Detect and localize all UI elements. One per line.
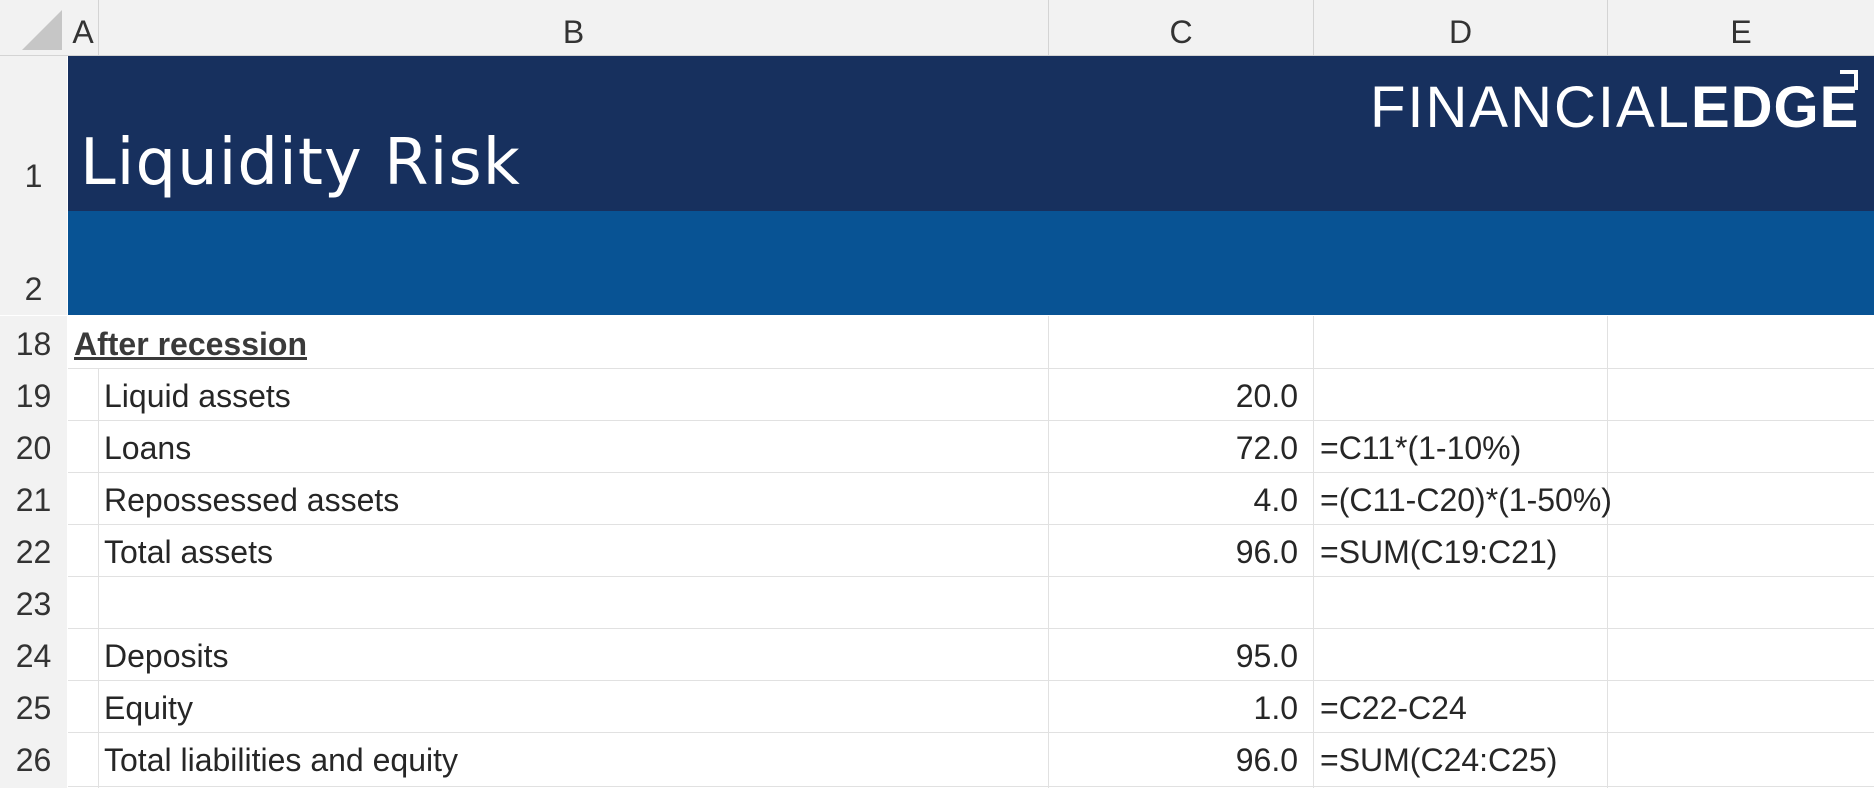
cell-d22[interactable]: =SUM(C19:C21) xyxy=(1320,534,1558,570)
row-header-1[interactable]: 1 xyxy=(0,56,67,211)
cell-d21[interactable]: =(C11-C20)*(1-50%) xyxy=(1320,482,1612,518)
cell-c20[interactable]: 72.0 xyxy=(1235,430,1298,466)
gridline xyxy=(68,628,1874,629)
gridline xyxy=(68,368,1874,369)
row-header-23[interactable]: 23 xyxy=(0,576,67,628)
column-header-d[interactable]: D xyxy=(1314,0,1608,55)
gridline xyxy=(68,680,1874,681)
row-header-24[interactable]: 24 xyxy=(0,628,67,680)
row-header-25[interactable]: 25 xyxy=(0,680,67,732)
column-header-c[interactable]: C xyxy=(1049,0,1314,55)
gridline xyxy=(68,576,1874,577)
row-header-26[interactable]: 26 xyxy=(0,732,67,788)
gridline xyxy=(98,368,99,788)
cell-d25[interactable]: =C22-C24 xyxy=(1320,690,1467,726)
financial-edge-logo: FINANCIALEDGE xyxy=(1370,78,1859,138)
cell-b25[interactable]: Equity xyxy=(104,690,193,726)
gridline xyxy=(1313,316,1314,788)
cell-b22[interactable]: Total assets xyxy=(104,534,273,570)
cell-b19[interactable]: Liquid assets xyxy=(104,378,291,414)
cell-d20[interactable]: =C11*(1-10%) xyxy=(1320,430,1522,466)
column-header-e[interactable]: E xyxy=(1730,14,1752,50)
row-header-20[interactable]: 20 xyxy=(0,420,67,472)
row-header-21[interactable]: 21 xyxy=(0,472,67,524)
select-all-corner[interactable] xyxy=(0,0,67,55)
cell-c26[interactable]: 96.0 xyxy=(1235,742,1298,778)
logo-corner-mark-icon xyxy=(1840,70,1858,90)
logo-bold-text: EDGE xyxy=(1690,75,1860,140)
gridline xyxy=(68,524,1874,525)
cell-b21[interactable]: Repossessed assets xyxy=(104,482,400,518)
gridline xyxy=(68,786,1874,787)
column-header-bar xyxy=(0,0,1874,56)
row-header-19[interactable]: 19 xyxy=(0,368,67,420)
cell-b20[interactable]: Loans xyxy=(104,430,192,466)
row-header-22[interactable]: 22 xyxy=(0,524,67,576)
cell-c21[interactable]: 4.0 xyxy=(1253,482,1298,518)
gridline xyxy=(1048,316,1049,788)
select-all-triangle-icon[interactable] xyxy=(22,10,62,50)
cell-b26[interactable]: Total liabilities and equity xyxy=(104,742,458,778)
row-header-18[interactable]: 18 xyxy=(0,316,67,368)
cell-c22[interactable]: 96.0 xyxy=(1235,534,1298,570)
cell-c19[interactable]: 20.0 xyxy=(1235,378,1298,414)
row-header-2[interactable]: 2 xyxy=(0,211,67,315)
cell-c25[interactable]: 1.0 xyxy=(1253,690,1298,726)
gridline xyxy=(68,472,1874,473)
cell-d26[interactable]: =SUM(C24:C25) xyxy=(1320,742,1558,778)
logo-light-text: FINANCIAL xyxy=(1370,75,1691,140)
gridline xyxy=(68,420,1874,421)
column-header-a[interactable]: A xyxy=(68,0,99,55)
title-banner xyxy=(68,56,1874,211)
cell-c24[interactable]: 95.0 xyxy=(1235,638,1298,674)
section-heading[interactable]: After recession xyxy=(74,326,307,362)
subtitle-banner xyxy=(68,211,1874,315)
gridline xyxy=(68,732,1874,733)
sheet-title: Liquidity Risk xyxy=(80,126,521,200)
column-header-b[interactable]: B xyxy=(99,0,1049,55)
gridline xyxy=(1607,316,1608,788)
cell-b24[interactable]: Deposits xyxy=(104,638,229,674)
